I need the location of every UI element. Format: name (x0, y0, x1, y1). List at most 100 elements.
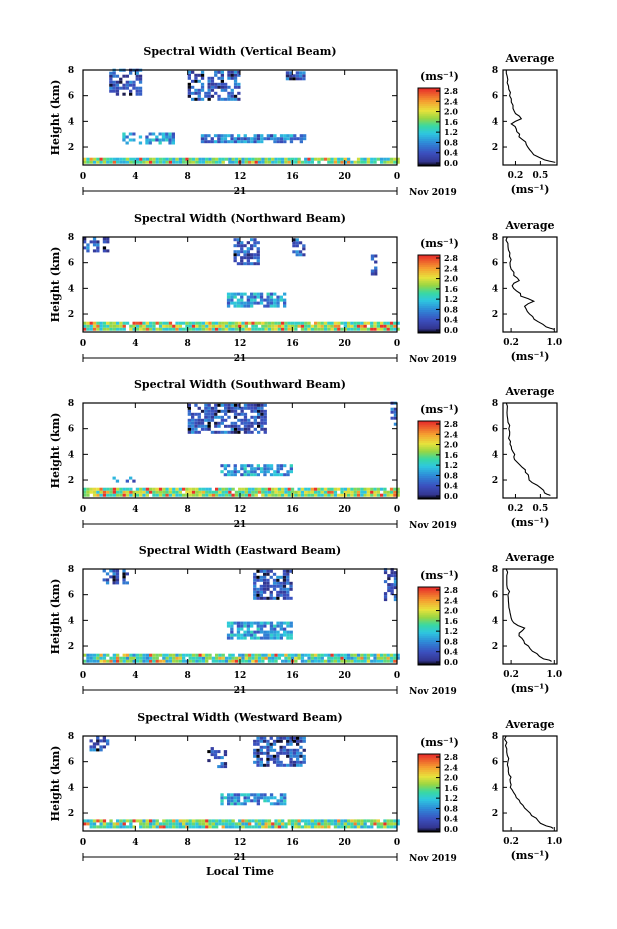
heatmap-cell (256, 587, 260, 591)
heatmap-cell (148, 138, 152, 142)
heatmap-cell (387, 583, 391, 587)
x-tick-label: 0 (394, 172, 400, 182)
heatmap-cell (253, 799, 257, 803)
date-suffix: Nov 2019 (409, 521, 457, 531)
average-y-tick-label: 2 (492, 310, 498, 320)
heatmap-cell (263, 298, 267, 302)
heatmap-cell (286, 633, 290, 637)
heatmap-cell (89, 321, 93, 325)
heatmap-cell (208, 321, 212, 325)
heatmap-cell (132, 132, 136, 136)
heatmap-cell (207, 82, 211, 86)
heatmap-cell (373, 822, 377, 826)
heatmap-cell (194, 97, 198, 101)
heatmap-cell (380, 659, 384, 663)
heatmap-cell (236, 298, 241, 302)
heatmap-cell (290, 822, 295, 826)
colorbar-segment (418, 814, 440, 817)
heatmap-cell (185, 160, 189, 164)
heatmap-cell (162, 822, 166, 826)
heatmap-cell (185, 659, 189, 663)
colorbar-unit: (ms⁻¹) (420, 736, 459, 749)
heatmap-cell (292, 77, 296, 81)
heatmap-cell (274, 656, 278, 660)
colorbar-segment (418, 600, 440, 603)
colorbar-segment (418, 274, 440, 277)
heatmap-cell (251, 321, 255, 325)
heatmap-cell (333, 160, 338, 164)
heatmap-cell (112, 157, 116, 161)
heatmap-cell (272, 748, 277, 752)
heatmap-cell (205, 321, 209, 325)
heatmap-cell (272, 578, 277, 582)
heatmap-cell (244, 656, 248, 660)
heatmap-cell (299, 71, 303, 75)
heatmap-cell (273, 473, 277, 477)
heatmap-cell (263, 630, 267, 634)
heatmap-cell (102, 825, 107, 829)
heatmap-cell (244, 157, 248, 161)
heatmap-cell (267, 822, 272, 826)
heatmap-cell (343, 659, 347, 663)
x-tick-label: 12 (234, 671, 247, 681)
heatmap-cell (256, 799, 260, 803)
average-x-tick-label: 0.2 (503, 670, 519, 680)
colorbar-tick-label: 2.8 (444, 253, 458, 263)
heatmap-cell (220, 76, 224, 80)
heatmap-cell (175, 327, 179, 331)
heatmap-cell (158, 659, 163, 663)
heatmap-cell (224, 424, 228, 428)
heatmap-cell (139, 160, 143, 164)
heatmap-cell (230, 793, 234, 797)
heatmap-cell (253, 415, 257, 419)
colorbar-segment (418, 272, 440, 275)
heatmap-cell (119, 86, 123, 90)
heatmap-cell (257, 825, 262, 829)
colorbar-tick-label: 0.8 (444, 137, 458, 147)
heatmap-cell (135, 490, 140, 494)
heatmap-cell (310, 490, 314, 494)
heatmap-cell (149, 653, 153, 657)
colorbar-segment (418, 618, 440, 621)
heatmap-cell (253, 636, 257, 640)
x-tick-label: 8 (185, 838, 191, 848)
heatmap-cell (178, 819, 182, 823)
heatmap-cell (323, 819, 328, 823)
heatmap-cell (340, 490, 344, 494)
heatmap-cell (204, 412, 208, 416)
heatmap-cell (289, 464, 293, 468)
heatmap-cell (112, 578, 116, 582)
heatmap-cell (366, 819, 371, 823)
heatmap-cell (227, 140, 231, 144)
heatmap-cell (205, 324, 209, 328)
heatmap-cell (274, 157, 278, 161)
colorbar-segment (418, 808, 440, 811)
average-x-label: (ms⁻¹) (511, 849, 550, 862)
heatmap-cell (286, 630, 290, 634)
average-y-tick-label: 6 (492, 259, 498, 269)
average-title: Average (504, 52, 554, 65)
colorbar-segment (418, 614, 440, 617)
y-tick-label: 2 (68, 476, 74, 486)
heatmap-cell (220, 796, 224, 800)
heatmap-cell (125, 141, 129, 145)
heatmap-cell (215, 327, 219, 331)
heatmap-cell (200, 421, 205, 425)
heatmap-cell (201, 157, 206, 161)
heatmap-cell (215, 659, 219, 663)
heatmap-cell (240, 262, 244, 266)
heatmap-cell (263, 137, 267, 141)
heatmap-cell (236, 241, 241, 245)
heatmap-cell (248, 327, 252, 331)
heatmap-cell (281, 825, 285, 829)
heatmap-cell (129, 653, 133, 657)
heatmap-cell (122, 656, 126, 660)
heatmap-cell (122, 132, 126, 136)
heatmap-cell (296, 748, 300, 752)
heatmap-cell (172, 324, 176, 328)
heatmap-cell (286, 748, 290, 752)
heatmap-cell (286, 470, 290, 474)
heatmap-cell (230, 70, 234, 74)
heatmap-cell (269, 793, 274, 797)
heatmap-cell (340, 822, 344, 826)
